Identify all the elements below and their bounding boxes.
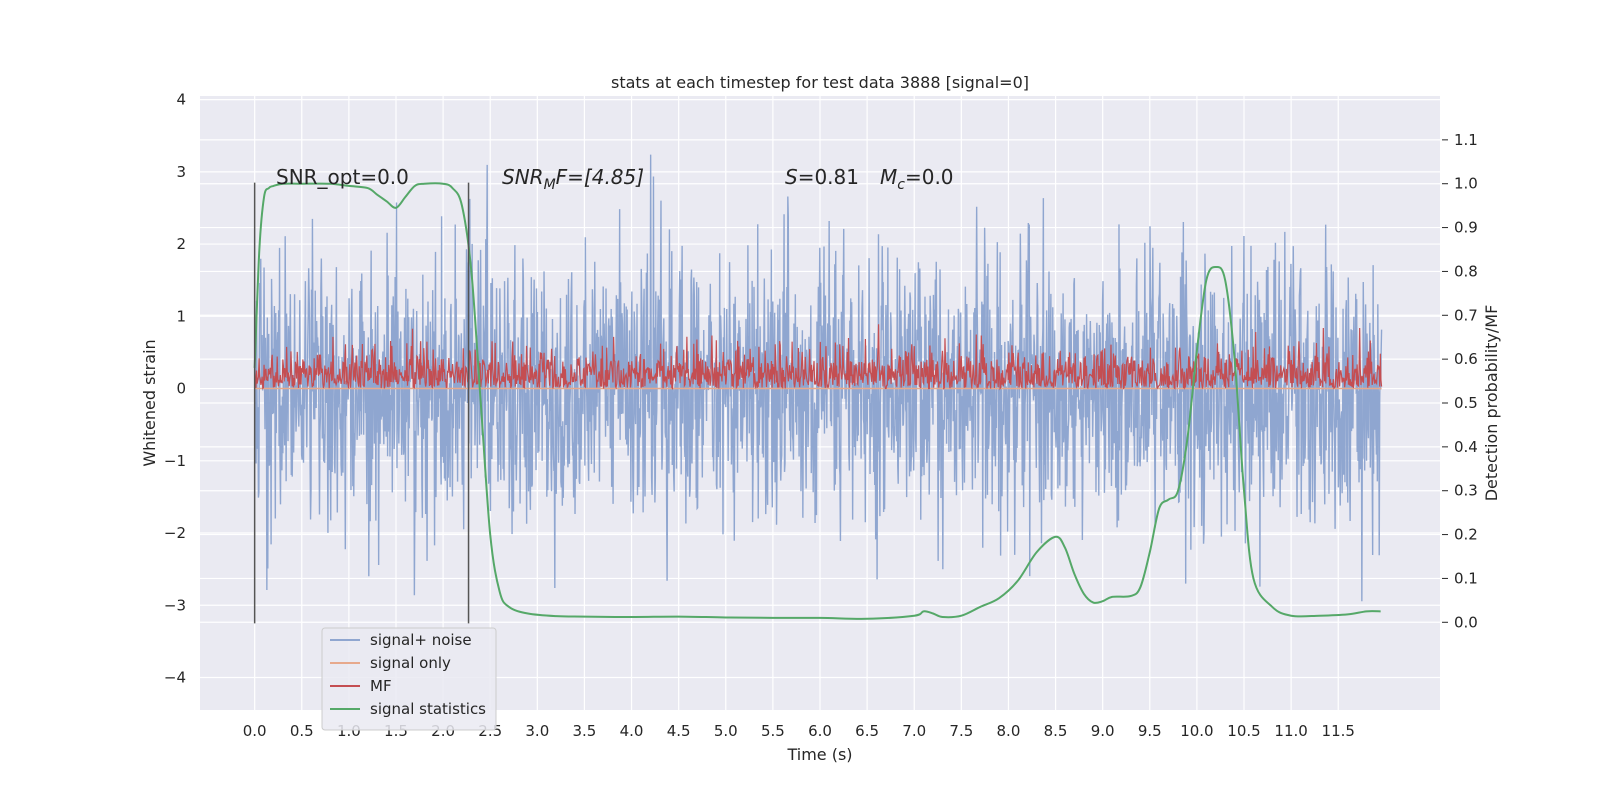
x-tick-label: 10.5 [1227,722,1260,740]
y-right-tick-label: 0.5 [1454,394,1478,412]
y-tick-label: −3 [164,596,186,614]
x-axis-label: Time (s) [786,745,852,764]
x-tick-label: 3.5 [573,722,597,740]
y-tick-label: 4 [176,91,186,109]
y-axis-label: Whitened strain [140,339,159,466]
legend-frame [321,627,497,731]
y-right-tick-label: 0.1 [1454,569,1478,587]
x-tick-label: 4.5 [667,722,691,740]
y-right-tick-label: 1.1 [1454,131,1478,149]
annotation-s: S=0.81 [785,165,859,189]
legend-label: signal+ noise [370,631,472,649]
s-symbol: S [785,165,798,189]
y-tick-label: 0 [176,380,186,398]
x-tick-label: 9.5 [1138,722,1162,740]
mc-value: =0.0 [905,165,954,189]
y-right-tick-label: 0.3 [1454,482,1478,500]
legend-label: signal only [370,654,451,672]
y-right-tick-label: 1.0 [1454,175,1478,193]
y-right-axis-label: Detection probability/MF [1482,305,1501,502]
snr-mf-symbol: SNR [502,165,544,189]
annotation-mc: Mc=0.0 [880,165,954,193]
annotation-snr-opt: SNR_opt=0.0 [276,165,409,189]
y-tick-label: 3 [176,163,186,181]
y-right-tick-label: 0.2 [1454,526,1478,544]
x-tick-label: 6.0 [808,722,832,740]
x-tick-label: 0.5 [290,722,314,740]
legend: signal+ noise signal only MF signal statist… [321,627,497,731]
legend-label: MF [370,677,392,695]
y-ticks: −4 −3 −2 −1 0 1 2 3 4 [164,91,186,687]
y-tick-label: 1 [176,307,186,325]
y-tick-label: −2 [164,524,186,542]
x-tick-label: 3.0 [525,722,549,740]
mc-symbol: M [880,165,897,189]
x-tick-label: 8.5 [1044,722,1068,740]
x-tick-label: 11.5 [1322,722,1355,740]
x-tick-label: 7.0 [902,722,926,740]
y-right-tick-label: 0.6 [1454,350,1478,368]
s-value: =0.81 [798,165,859,189]
mc-subscript: c [897,177,905,193]
snr-mf-subscript: M [544,177,556,193]
x-tick-label: 6.5 [855,722,879,740]
vertical-lines [253,182,470,624]
series-layer [253,154,1383,620]
series-signal-statistics-line [253,182,1381,620]
y-right-ticks: 0.0 0.1 0.2 0.3 0.4 0.5 0.6 0.7 0.8 0.9 1.0 1.1 [1442,131,1478,631]
x-tick-label: 9.0 [1091,722,1115,740]
x-tick-label: 11.0 [1274,722,1307,740]
y-right-tick-label: 0.0 [1454,613,1478,631]
x-tick-label: 0.0 [243,722,267,740]
series-mf-line [254,324,1383,391]
y-tick-label: −4 [164,668,186,686]
y-right-tick-label: 0.7 [1454,306,1478,324]
x-tick-label: 5.0 [714,722,738,740]
x-tick-label: 7.5 [949,722,973,740]
y-tick-label: −1 [164,452,186,470]
y-right-tick-label: 0.4 [1454,438,1478,456]
y-right-tick-label: 0.8 [1454,262,1478,280]
annotation-snr-mf: SNRMF=[4.85] [502,165,644,193]
legend-label: signal statistics [370,700,486,718]
y-right-tick-label: 0.9 [1454,219,1478,237]
x-tick-label: 4.0 [620,722,644,740]
snr-mf-value: F=[4.85] [556,165,644,189]
x-tick-label: 10.0 [1180,722,1213,740]
chart-title: stats at each timestep for test data 388… [611,73,1029,92]
x-tick-label: 8.0 [997,722,1021,740]
y-tick-label: 2 [176,235,186,253]
x-tick-label: 5.5 [761,722,785,740]
x-ticks: 0.0 0.5 1.0 1.5 2.0 2.5 3.0 3.5 4.0 4.5 5.0 5.5 6.0 6… [243,722,1355,740]
